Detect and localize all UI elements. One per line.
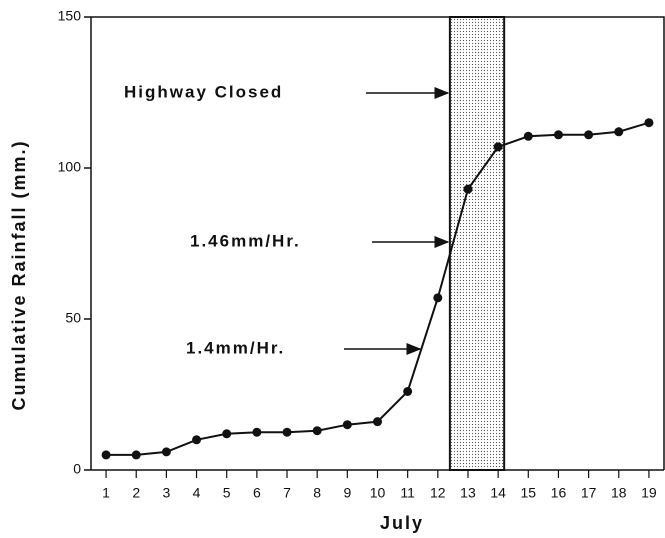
y-axis-label: Cumulative Rainfall (mm.) xyxy=(9,139,29,410)
x-tick-label: 19 xyxy=(641,485,657,501)
y-tick-label: 100 xyxy=(58,159,82,175)
x-tick-label: 12 xyxy=(430,485,446,501)
x-tick-label: 1 xyxy=(102,485,110,501)
data-point xyxy=(373,417,382,427)
x-tick-label: 16 xyxy=(551,485,567,501)
x-tick-label: 7 xyxy=(283,485,291,501)
data-point xyxy=(463,184,473,194)
x-tick-label: 4 xyxy=(193,485,201,501)
data-point xyxy=(312,426,322,436)
data-point xyxy=(131,450,141,460)
x-tick-label: 6 xyxy=(253,485,261,501)
data-point xyxy=(584,130,594,140)
data-point xyxy=(192,435,202,445)
data-point xyxy=(161,447,171,457)
x-tick-label: 18 xyxy=(611,485,627,501)
x-axis-label: July xyxy=(380,513,424,533)
x-tick-label: 2 xyxy=(132,485,140,501)
y-tick-label: 0 xyxy=(73,461,81,477)
annotation: 1.46mm/Hr. xyxy=(190,231,301,250)
annotation: Highway Closed xyxy=(124,82,283,101)
data-line xyxy=(106,121,650,456)
annotation: 1.4mm/Hr. xyxy=(186,338,285,357)
data-point xyxy=(252,427,262,437)
data-point xyxy=(644,118,654,128)
x-tick-label: 10 xyxy=(370,485,386,501)
x-tick-label: 17 xyxy=(581,485,597,501)
data-point xyxy=(553,130,563,140)
data-point xyxy=(222,429,232,439)
data-point xyxy=(403,386,413,396)
data-point xyxy=(282,427,292,437)
data-point xyxy=(101,450,111,460)
data-point xyxy=(493,142,503,152)
x-tick-label: 9 xyxy=(343,485,351,501)
x-tick-label: 8 xyxy=(313,485,321,501)
x-tick-label: 13 xyxy=(460,485,476,501)
y-tick-label: 150 xyxy=(58,8,82,24)
x-tick-label: 14 xyxy=(490,485,506,501)
x-tick-label: 11 xyxy=(400,485,415,501)
y-tick-label: 50 xyxy=(65,310,81,326)
data-point xyxy=(433,293,443,303)
x-tick-label: 3 xyxy=(162,485,170,501)
frame xyxy=(90,16,665,470)
x-tick-label: 15 xyxy=(521,485,537,501)
data-point xyxy=(342,420,352,430)
shaded-region xyxy=(448,16,506,471)
x-tick-label: 5 xyxy=(223,485,231,501)
data-point xyxy=(614,127,624,137)
data-point xyxy=(523,131,533,141)
